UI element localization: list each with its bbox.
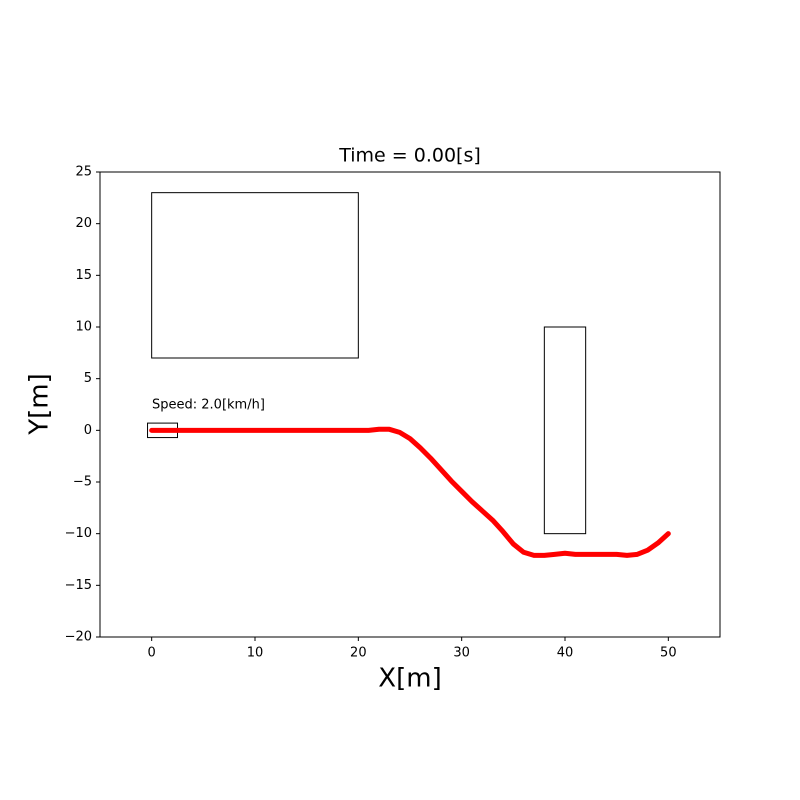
y-tick-label: −10 — [65, 526, 92, 541]
x-tick-label: 10 — [247, 646, 264, 661]
x-tick-label: 20 — [350, 646, 367, 661]
x-tick-label: 0 — [148, 646, 156, 661]
x-tick-label: 50 — [660, 646, 677, 661]
y-tick-label: −5 — [73, 475, 92, 490]
y-tick-label: 20 — [75, 216, 92, 231]
x-axis-label: X[m] — [378, 664, 441, 694]
x-tick-label: 40 — [557, 646, 574, 661]
obstacle — [151, 192, 359, 359]
y-tick-label: −15 — [65, 578, 92, 593]
y-tick-label: 25 — [75, 165, 92, 180]
trajectory — [149, 426, 671, 558]
y-tick-label: 10 — [75, 320, 92, 335]
y-tick-label: 5 — [84, 371, 92, 386]
y-tick-label: 0 — [84, 423, 92, 438]
y-tick-label: −20 — [65, 630, 92, 645]
x-tick-label: 30 — [453, 646, 470, 661]
plot-frame — [99, 171, 721, 638]
speed-annotation: Speed: 2.0[km/h] — [152, 398, 265, 413]
obstacle — [543, 326, 587, 535]
y-tick-label: 15 — [75, 268, 92, 283]
y-axis-label: Y[m] — [25, 373, 55, 436]
chart-title: Time = 0.00[s] — [338, 145, 481, 167]
